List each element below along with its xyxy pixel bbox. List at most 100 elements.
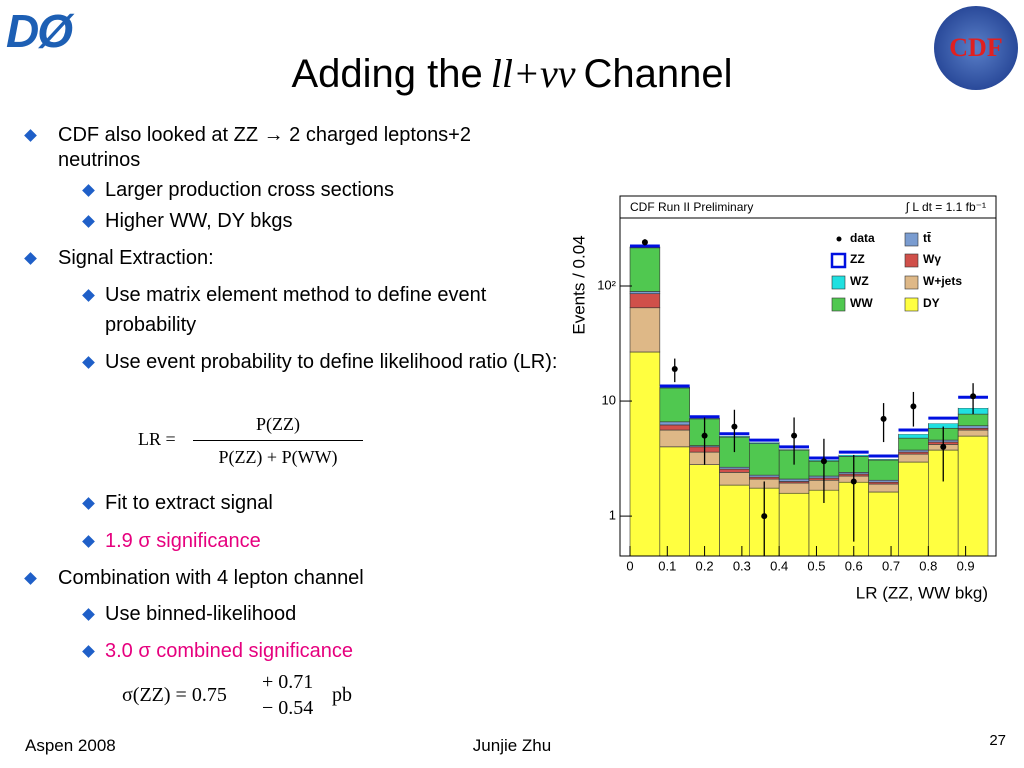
sub-bullet: Larger production cross sections: [105, 179, 395, 201]
bar-segment: [659, 387, 690, 423]
bar-segment: [898, 437, 929, 451]
legend-swatch: [831, 275, 846, 290]
fraction-line: [193, 440, 363, 441]
legend-label: Wγ: [923, 252, 941, 266]
sub-bullet: 1.9 σ significance: [105, 530, 261, 552]
bar-segment: [868, 483, 899, 493]
x-tick-label: 0.4: [770, 558, 788, 573]
legend-swatch: [904, 275, 919, 290]
bar-segment: [898, 433, 929, 439]
plot-frame: [619, 217, 997, 557]
bar-segment: [868, 458, 899, 461]
legend-swatch: [904, 297, 919, 312]
data-point: [940, 443, 947, 450]
bar-segment: [719, 484, 750, 557]
sub-bullet: Use matrix element method to define even…: [105, 284, 487, 336]
bar-segment: [868, 455, 899, 460]
legend-label: data: [850, 231, 875, 245]
bar-segment: [868, 459, 899, 481]
bar-segment: [629, 293, 661, 309]
legend-swatch: [904, 253, 919, 268]
bar-segment: [719, 468, 750, 473]
data-point: [761, 513, 768, 520]
bar-segment: [898, 461, 929, 557]
x-tick-label: 0.6: [845, 558, 863, 573]
bar-segment: [659, 421, 690, 426]
x-tick-label: 0.1: [658, 558, 676, 573]
sub-bullet: Higher WW, DY bkgs: [105, 210, 293, 232]
x-axis-label: LR (ZZ, WW bkg): [856, 583, 988, 602]
x-tick-label: 0.2: [696, 558, 714, 573]
data-point: [970, 393, 977, 400]
legend-marker: [836, 236, 842, 242]
legend-swatch: [831, 297, 846, 312]
equation-lhs: LR =: [138, 429, 176, 449]
x-tick-label: 0.9: [957, 558, 975, 573]
bar-segment: [778, 492, 810, 557]
xsec-unit: pb: [332, 684, 352, 706]
y-axis-label: Events / 0.04: [569, 235, 588, 334]
bar-segment: [868, 491, 899, 557]
x-tick-label: 0.8: [919, 558, 937, 573]
equation-denominator: P(ZZ) + P(WW): [218, 447, 338, 467]
footer-left: Aspen 2008: [25, 736, 116, 755]
bar-segment: [689, 464, 720, 557]
footer-center: Junjie Zhu: [472, 736, 552, 755]
data-point: [880, 415, 887, 422]
y-tick-label: 10: [602, 392, 616, 407]
x-tick-label: 0.7: [882, 558, 900, 573]
legend-label: tt̄: [923, 231, 931, 245]
bar-segment: [629, 307, 661, 353]
y-tick-label: 1: [609, 508, 616, 523]
legend-label: DY: [923, 296, 940, 310]
data-point: [850, 478, 857, 485]
bullet: CDF also looked at ZZ → 2 charged lepton…: [58, 124, 471, 171]
bullet: Combination with 4 lepton channel: [58, 567, 364, 589]
data-point: [731, 423, 738, 430]
bar-segment: [659, 446, 690, 557]
title-math: ll+νν: [490, 51, 576, 96]
chart-title: CDF Run II Preliminary: [630, 200, 753, 214]
sub-bullet: Fit to extract signal: [105, 492, 273, 514]
equation-numerator: P(ZZ): [256, 414, 300, 434]
bar-segment: [957, 435, 989, 557]
bar-segment: [898, 430, 929, 435]
slide-title: Adding the ll+νν Channel: [0, 48, 1024, 100]
bar-segment: [719, 472, 750, 486]
x-tick-label: 0.5: [807, 558, 825, 573]
xsec-lhs: σ(ZZ) = 0.75: [122, 684, 227, 706]
data-point: [641, 239, 648, 246]
x-tick-label: 0.3: [733, 558, 751, 573]
bar-segment: [749, 443, 780, 476]
chart-annotation: ∫ L dt = 1.1 fb⁻¹: [905, 200, 986, 214]
bar-segment: [957, 425, 989, 429]
bar-segment: [659, 424, 690, 431]
bar-segment: [659, 429, 690, 448]
x-tick-label: 0: [626, 558, 633, 573]
data-point: [910, 403, 917, 410]
bar-segment: [778, 478, 810, 482]
d0-logo: DØ: [6, 4, 106, 60]
legend-label: WZ: [850, 274, 869, 288]
logo-text: CDF: [949, 33, 1003, 62]
legend-swatch: [830, 252, 847, 269]
cdf-logo: CDF: [934, 6, 1018, 90]
sub-bullet: 3.0 σ combined significance: [105, 640, 354, 662]
data-point: [791, 432, 798, 439]
legend-swatch: [904, 232, 919, 247]
sub-bullet: Use binned-likelihood: [105, 603, 297, 625]
bar-segment: [629, 351, 661, 557]
bar-segment: [749, 442, 780, 444]
title-part: Channel: [583, 52, 733, 96]
bar-segment: [928, 418, 959, 424]
xsec-up: + 0.71: [262, 671, 314, 693]
legend-label: WW: [850, 296, 873, 310]
sub-bullet: Use event probability to define likeliho…: [105, 351, 558, 373]
bullet: Signal Extraction:: [58, 247, 214, 269]
bar-segment: [898, 449, 929, 453]
bar-segment: [898, 453, 929, 463]
xsec-down: − 0.54: [262, 697, 314, 719]
bar-segment: [749, 474, 780, 478]
